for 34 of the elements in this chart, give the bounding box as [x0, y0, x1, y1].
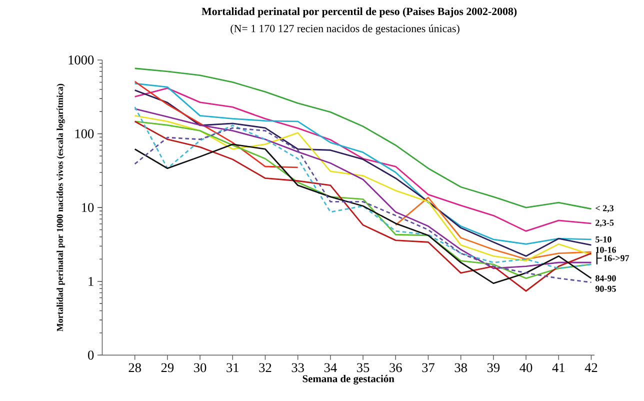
series-label: 90-95 — [595, 286, 616, 292]
chart-subtitle: (N= 1 170 127 recien nacidos de gestaciones únicas) — [230, 24, 460, 35]
text: 16->97 — [604, 255, 630, 262]
y-tick-label: 10 — [82, 203, 94, 212]
chart-title: Mortalidad perinatal por percentil de peso (Paises Bajos 2002-2008) — [202, 8, 517, 18]
y-tick-label: 1000 — [68, 56, 94, 65]
x-axis-title: Semana de gestación — [302, 375, 394, 385]
x-tick-label: 33 — [292, 363, 304, 372]
y-tick-label: 1 — [88, 277, 94, 286]
x-tick-label: 38 — [454, 363, 467, 372]
line-series — [134, 80, 299, 168]
line-series — [134, 68, 592, 210]
x-tick-label: 29 — [161, 363, 174, 372]
x-tick-label: 42 — [584, 363, 598, 372]
x-tick-label: 37 — [422, 363, 434, 372]
y-tick-label: 100 — [75, 129, 94, 138]
x-tick-label: 32 — [259, 363, 272, 372]
x-tick-label: 36 — [390, 363, 402, 372]
y-axis-title: Mortalidad perinatal por 1000 nacidos vivos (escala logarítmica) — [56, 84, 65, 332]
y-tick-label: 0 — [88, 350, 94, 360]
x-tick-label: 31 — [226, 363, 238, 372]
x-tick-label: 40 — [520, 363, 532, 372]
series-label: 5-10 — [596, 236, 612, 243]
series-label: 2,3-5 — [596, 220, 614, 228]
x-tick-label: 34 — [324, 363, 337, 372]
x-tick-label: 30 — [194, 363, 206, 372]
line-series — [394, 196, 592, 260]
series-label: < 2,3 — [596, 205, 614, 213]
x-tick-label: 41 — [552, 363, 564, 372]
x-tick-label: 39 — [487, 363, 500, 372]
x-tick-label: 35 — [357, 363, 370, 372]
x-tick-label: 28 — [128, 363, 141, 372]
series-label: 84-90 — [596, 275, 616, 282]
series-label: 10-16 — [596, 246, 616, 253]
